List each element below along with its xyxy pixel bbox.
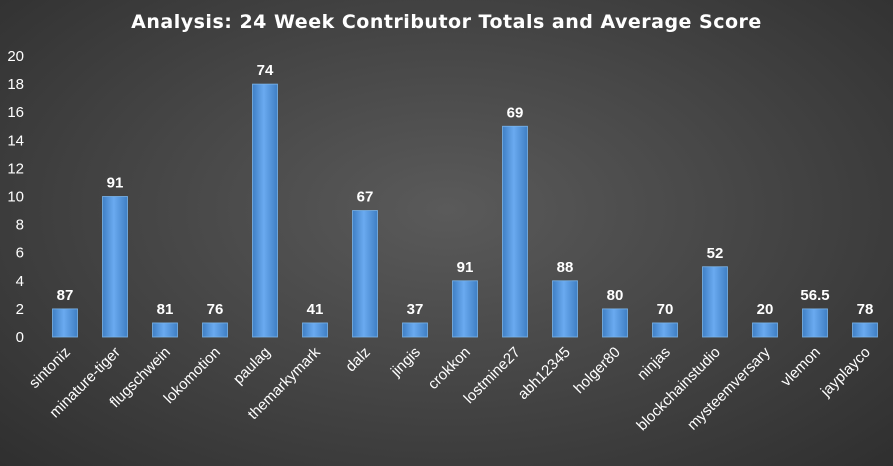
data-label: 80 bbox=[607, 287, 624, 304]
data-label: 37 bbox=[407, 301, 424, 318]
bar bbox=[552, 280, 578, 338]
y-tick-label: 10 bbox=[7, 189, 24, 206]
data-label: 88 bbox=[557, 259, 574, 276]
data-label: 70 bbox=[657, 301, 674, 318]
bar bbox=[802, 308, 828, 338]
bar bbox=[302, 322, 328, 338]
y-tick-label: 0 bbox=[16, 329, 24, 346]
data-label: 52 bbox=[707, 245, 724, 262]
x-axis: sintonizminature-tigerflugschweinlokomot… bbox=[26, 343, 874, 434]
data-labels: 87 91 81 76 74 41 67 37 91 69 88 80 70 52 20 56.5 78 bbox=[57, 62, 874, 318]
x-tick-label: dalz bbox=[342, 344, 373, 375]
x-tick-label: vlemon bbox=[778, 344, 824, 390]
data-label: 91 bbox=[107, 175, 124, 192]
y-tick-label: 6 bbox=[16, 245, 24, 262]
y-tick-label: 18 bbox=[7, 76, 24, 93]
bar bbox=[852, 322, 878, 338]
y-tick-label: 14 bbox=[7, 132, 24, 149]
bar bbox=[402, 322, 428, 338]
bar bbox=[202, 322, 228, 338]
data-label: 76 bbox=[207, 301, 224, 318]
bar bbox=[752, 322, 778, 338]
data-label: 78 bbox=[857, 301, 874, 318]
y-tick-label: 2 bbox=[16, 301, 24, 318]
y-tick-label: 8 bbox=[16, 217, 24, 234]
y-tick-label: 12 bbox=[7, 160, 24, 177]
x-tick-label: sintoniz bbox=[26, 344, 74, 392]
data-label: 20 bbox=[757, 301, 774, 318]
data-label: 41 bbox=[307, 301, 324, 318]
data-label: 56.5 bbox=[800, 287, 829, 304]
x-tick-label: jayplayco bbox=[817, 344, 874, 401]
y-tick-label: 20 bbox=[7, 48, 24, 65]
y-axis: 0 2 4 6 8 10 12 14 16 18 20 bbox=[7, 48, 24, 346]
bar bbox=[702, 266, 728, 338]
bar bbox=[602, 308, 628, 338]
data-label: 69 bbox=[507, 104, 524, 121]
data-label: 81 bbox=[157, 301, 174, 318]
y-tick-label: 4 bbox=[16, 273, 24, 290]
data-label: 87 bbox=[57, 287, 74, 304]
x-tick-label: crokkon bbox=[425, 344, 474, 393]
x-tick-label: ninjas bbox=[634, 344, 674, 384]
bar bbox=[52, 308, 78, 338]
data-label: 91 bbox=[457, 259, 474, 276]
data-label: 67 bbox=[357, 189, 374, 206]
data-label: 74 bbox=[257, 62, 274, 79]
x-tick-label: holger80 bbox=[571, 344, 624, 397]
y-tick-label: 16 bbox=[7, 104, 24, 121]
bar bbox=[102, 196, 128, 338]
bar bbox=[252, 83, 278, 338]
bar bbox=[152, 322, 178, 338]
bar bbox=[352, 210, 378, 338]
bar bbox=[652, 322, 678, 338]
chart-title: Analysis: 24 Week Contributor Totals and… bbox=[131, 11, 762, 33]
x-tick-label: abh12345 bbox=[515, 344, 574, 403]
x-tick-label: jingis bbox=[387, 344, 424, 381]
x-tick-label: paulag bbox=[230, 344, 274, 388]
bar bbox=[452, 280, 478, 338]
bar bbox=[502, 125, 528, 338]
bars bbox=[52, 83, 878, 338]
